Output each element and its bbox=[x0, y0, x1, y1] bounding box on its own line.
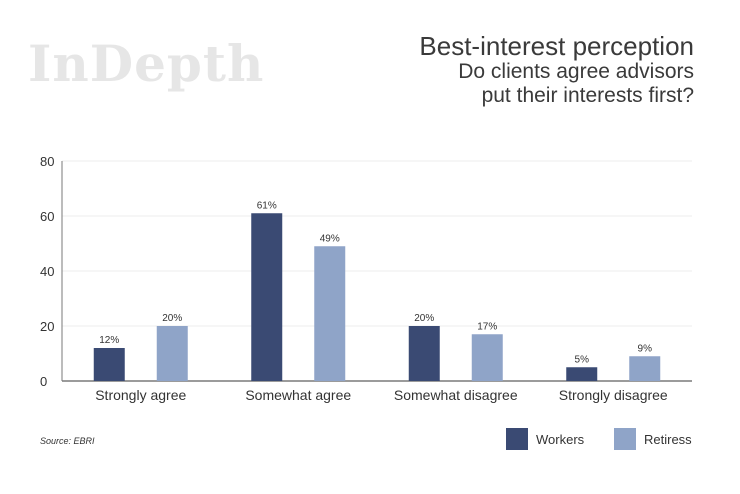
y-tick-label: 0 bbox=[40, 374, 47, 389]
x-tick-label: Strongly agree bbox=[95, 387, 186, 403]
x-tick-label: Somewhat disagree bbox=[394, 387, 518, 403]
source-note: Source: EBRI bbox=[40, 436, 95, 446]
legend-item-workers: Workers bbox=[506, 428, 584, 450]
y-tick-label: 20 bbox=[40, 319, 54, 334]
data-label: 12% bbox=[99, 335, 119, 346]
y-tick-label: 40 bbox=[40, 264, 54, 279]
data-label: 49% bbox=[320, 233, 340, 244]
legend-item-retirees: Retiress bbox=[614, 428, 692, 450]
y-tick-label: 80 bbox=[40, 154, 54, 169]
data-label: 20% bbox=[414, 313, 434, 324]
legend-swatch-workers bbox=[506, 428, 528, 450]
bar-workers bbox=[566, 367, 598, 381]
chart-subtitle-line-2: put their interests first? bbox=[481, 84, 694, 107]
data-label: 17% bbox=[477, 321, 497, 332]
x-tick-label: Strongly disagree bbox=[559, 387, 668, 403]
bar-retirees bbox=[629, 356, 661, 381]
legend-swatch-retirees bbox=[614, 428, 636, 450]
data-label: 61% bbox=[257, 200, 277, 211]
legend-label-workers: Workers bbox=[536, 431, 585, 447]
x-tick-label: Somewhat agree bbox=[245, 387, 351, 403]
chart-subtitle-line-1: Do clients agree advisors bbox=[458, 60, 694, 83]
chart-title: Best-interest perception bbox=[419, 31, 694, 61]
bar-retirees bbox=[156, 326, 188, 381]
bar-workers bbox=[408, 326, 440, 381]
y-tick-label: 60 bbox=[40, 209, 54, 224]
bar-workers bbox=[251, 213, 283, 381]
bar-workers bbox=[93, 348, 125, 381]
brand-logo-text: InDepth bbox=[28, 34, 265, 93]
chart-title-block: Best-interest perception Do clients agre… bbox=[419, 32, 694, 108]
bar-retirees bbox=[314, 246, 346, 381]
data-label: 5% bbox=[575, 354, 590, 365]
data-label: 9% bbox=[638, 343, 653, 354]
bar-retirees bbox=[471, 334, 503, 381]
legend-label-retirees: Retiress bbox=[644, 431, 692, 447]
data-label: 20% bbox=[162, 313, 182, 324]
